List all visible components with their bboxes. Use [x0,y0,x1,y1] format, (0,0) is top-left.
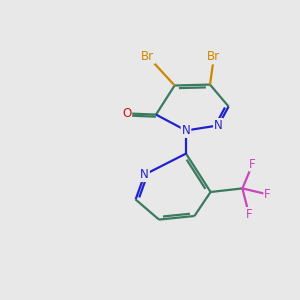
Text: Br: Br [207,50,220,64]
Text: F: F [246,208,252,221]
Text: N: N [140,168,149,181]
Text: N: N [182,124,190,137]
Text: N: N [214,119,223,132]
Text: O: O [122,107,131,120]
Text: F: F [249,158,256,171]
Text: Br: Br [141,50,154,63]
Text: F: F [264,188,271,201]
